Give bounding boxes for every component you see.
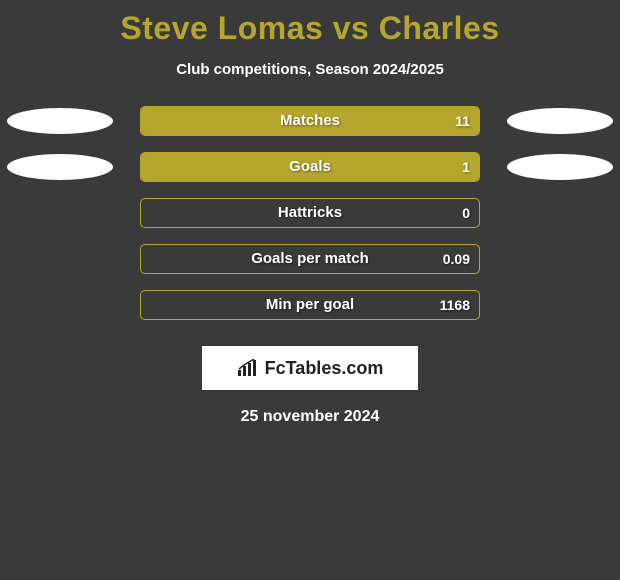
player-left-marker xyxy=(7,154,113,180)
bar-track xyxy=(140,198,480,228)
bar-chart-icon xyxy=(237,359,259,377)
date-label: 25 november 2024 xyxy=(0,408,620,426)
stat-value-right: 0 xyxy=(462,198,470,228)
stat-value-right: 1 xyxy=(462,152,470,182)
stat-row: Matches11 xyxy=(0,106,620,152)
bar-fill-left xyxy=(141,153,310,181)
stat-row: Min per goal1168 xyxy=(0,290,620,336)
player-right-marker xyxy=(507,108,613,134)
bar-track xyxy=(140,152,480,182)
subtitle: Club competitions, Season 2024/2025 xyxy=(0,61,620,78)
bar-fill-right xyxy=(310,153,479,181)
stat-value-right: 11 xyxy=(455,106,470,136)
bar-track xyxy=(140,290,480,320)
stat-value-right: 0.09 xyxy=(443,244,470,274)
logo-text: FcTables.com xyxy=(265,358,384,379)
stat-row: Hattricks0 xyxy=(0,198,620,244)
logo-box: FcTables.com xyxy=(202,346,418,390)
logo: FcTables.com xyxy=(237,358,384,379)
player-right-marker xyxy=(507,154,613,180)
bar-track xyxy=(140,244,480,274)
stat-value-right: 1168 xyxy=(440,290,470,320)
bar-fill-right xyxy=(310,107,479,135)
stat-row: Goals1 xyxy=(0,152,620,198)
bar-track xyxy=(140,106,480,136)
stat-row: Goals per match0.09 xyxy=(0,244,620,290)
comparison-chart: Matches11Goals1Hattricks0Goals per match… xyxy=(0,106,620,336)
page-title: Steve Lomas vs Charles xyxy=(0,0,620,47)
player-left-marker xyxy=(7,108,113,134)
bar-fill-left xyxy=(141,107,310,135)
